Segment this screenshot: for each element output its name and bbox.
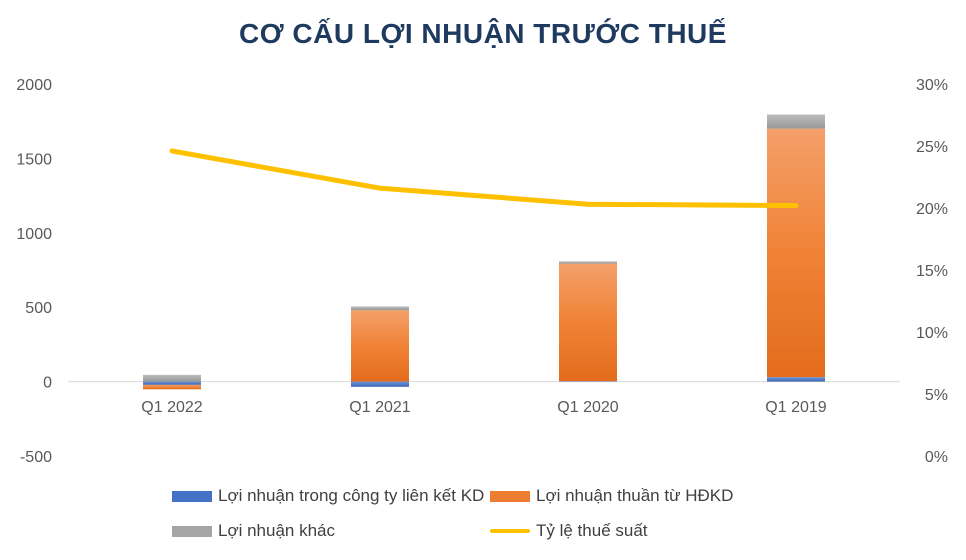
y-right-tick-label: 20% bbox=[916, 201, 948, 218]
y-left-tick-label: 500 bbox=[25, 300, 52, 317]
legend-label-other: Lợi nhuận khác bbox=[218, 521, 336, 540]
legend-swatch-associates bbox=[172, 490, 212, 502]
legend-swatch-operating bbox=[490, 490, 530, 502]
y-right-tick-label: 0% bbox=[925, 449, 948, 466]
y-left-tick-label: -500 bbox=[20, 449, 52, 466]
bar-operating bbox=[767, 128, 825, 378]
y-left-tick-label: 1000 bbox=[16, 226, 52, 243]
bar-other bbox=[143, 374, 201, 382]
y-right-tick-label: 25% bbox=[916, 139, 948, 156]
bar-other bbox=[351, 306, 409, 311]
bar-other bbox=[767, 114, 825, 129]
legend-label-operating: Lợi nhuận thuần từ HĐKD bbox=[536, 486, 734, 505]
legend-swatch-tax-rate bbox=[490, 529, 530, 533]
y-right-tick-label: 10% bbox=[916, 325, 948, 342]
legend-label-associates: Lợi nhuận trong công ty liên kết KD bbox=[218, 486, 485, 505]
y-left-tick-label: 2000 bbox=[16, 77, 52, 94]
bar-associates bbox=[767, 377, 825, 382]
x-tick-label: Q1 2021 bbox=[349, 399, 410, 416]
legend-label-tax-rate: Tỷ lệ thuế suất bbox=[536, 521, 648, 540]
chart-title: CƠ CẤU LỢI NHUẬN TRƯỚC THUẾ bbox=[239, 18, 727, 49]
legend-item-tax-rate: Tỷ lệ thuế suất bbox=[490, 521, 648, 541]
legend-item-operating: Lợi nhuận thuần từ HĐKD bbox=[490, 486, 733, 506]
bar-operating bbox=[143, 384, 201, 390]
legend-item-associates: Lợi nhuận trong công ty liên kết KD bbox=[172, 486, 484, 506]
bar-operating bbox=[559, 263, 617, 382]
y-left-tick-label: 1500 bbox=[16, 151, 52, 168]
bar-operating bbox=[351, 310, 409, 382]
y-right-tick-label: 30% bbox=[916, 77, 948, 94]
legend-swatch-other bbox=[172, 525, 212, 537]
y-left-tick-label: 0 bbox=[43, 375, 52, 392]
bar-associates bbox=[143, 381, 201, 385]
legend-item-other: Lợi nhuận khác bbox=[172, 521, 335, 541]
bar-associates bbox=[559, 381, 617, 382]
bar-associates bbox=[351, 381, 409, 387]
bar-other bbox=[559, 261, 617, 264]
series-line-tax-rate bbox=[169, 148, 799, 209]
x-tick-label: Q1 2019 bbox=[765, 399, 826, 416]
y-right-tick-label: 5% bbox=[925, 387, 948, 404]
y-right-tick-label: 15% bbox=[916, 263, 948, 280]
x-tick-label: Q1 2020 bbox=[557, 399, 618, 416]
x-tick-label: Q1 2022 bbox=[141, 399, 202, 416]
